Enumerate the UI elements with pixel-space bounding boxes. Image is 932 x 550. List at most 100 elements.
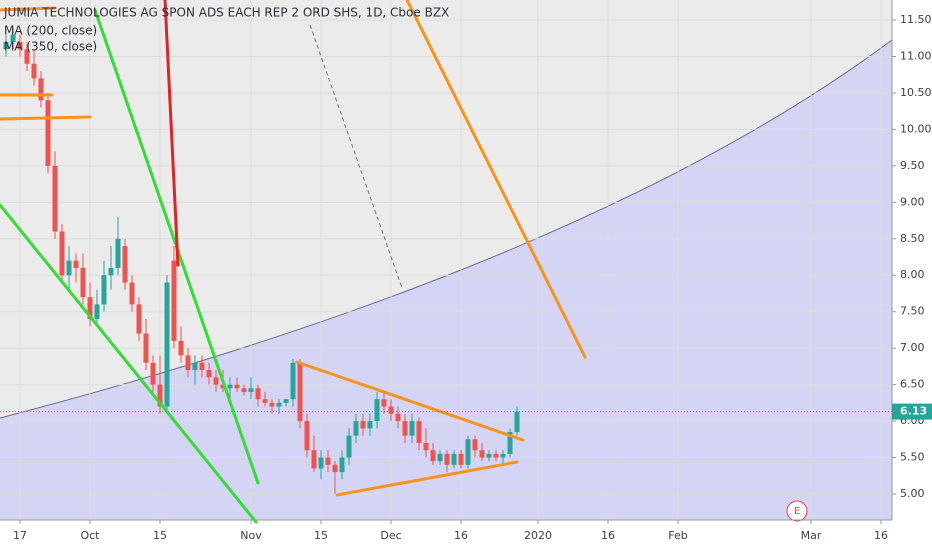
- candle-body: [234, 384, 240, 389]
- candle-body: [402, 421, 408, 436]
- candle-body: [164, 282, 170, 407]
- candle-body: [311, 450, 317, 469]
- x-tick-label: Dec: [380, 529, 401, 542]
- candle-body: [409, 421, 415, 436]
- x-tick-label: Nov: [240, 529, 262, 542]
- trend-line: [0, 203, 258, 524]
- candle-body: [31, 63, 37, 79]
- x-tick-label: 15: [153, 529, 167, 542]
- candle-body: [80, 267, 86, 298]
- candle-body: [227, 384, 233, 389]
- candle-body: [94, 304, 100, 319]
- candle-body: [430, 450, 436, 462]
- candle-body: [73, 260, 79, 268]
- y-tick-label: 7.00: [900, 341, 925, 354]
- candle-body: [332, 464, 338, 473]
- candle-body: [143, 333, 149, 363]
- candle-body: [472, 439, 478, 451]
- triangle-lower: [335, 460, 519, 497]
- candle-body: [297, 362, 303, 422]
- candle-body: [339, 457, 345, 473]
- triangle-upper: [295, 360, 525, 442]
- candle-body: [206, 370, 212, 378]
- candles: [3, 27, 520, 494]
- candle-body: [416, 421, 422, 443]
- candle-body: [192, 362, 198, 371]
- curve-line: [0, 39, 893, 419]
- candle-body: [262, 399, 268, 403]
- candle-body: [3, 41, 9, 50]
- y-tick-label: 6.50: [900, 378, 925, 391]
- candle-body: [423, 442, 429, 451]
- candle-body: [500, 453, 506, 458]
- y-tick-label: 10.00: [900, 122, 932, 135]
- candle-body: [346, 435, 352, 458]
- candle-body: [493, 453, 499, 458]
- candle-body: [24, 49, 30, 64]
- candle-body: [388, 406, 394, 414]
- chart-title: JUMIA TECHNOLOGIES AG SPON ADS EACH REP …: [3, 6, 449, 20]
- candle-body: [479, 450, 485, 458]
- y-tick-label: 11.50: [900, 13, 932, 26]
- x-tick-label: Mar: [801, 529, 822, 542]
- candle-body: [367, 421, 373, 429]
- candle-body: [171, 260, 177, 341]
- candle-body: [101, 275, 107, 305]
- candle-body: [122, 246, 128, 283]
- candle-body: [66, 260, 72, 276]
- y-tick-label: 10.50: [900, 86, 932, 99]
- candle-body: [374, 399, 380, 422]
- earnings-label[interactable]: E: [794, 506, 800, 517]
- candle-body: [290, 362, 296, 400]
- indicator-label: MA (350, close): [4, 40, 97, 54]
- candle-body: [45, 100, 51, 166]
- candle-body: [129, 282, 135, 305]
- candle-body: [458, 453, 464, 465]
- x-tick-label: Feb: [668, 529, 687, 542]
- y-tick-label: 8.00: [900, 268, 925, 281]
- candle-body: [255, 388, 261, 400]
- candle-body: [241, 388, 247, 392]
- last-price-box: [892, 403, 932, 420]
- candle-body: [178, 340, 184, 356]
- last-price-label: 6.13: [900, 405, 927, 418]
- y-tick-label: 5.00: [900, 487, 925, 500]
- candle-body: [465, 439, 471, 465]
- dashed-line: [309, 24, 403, 289]
- candle-body: [451, 453, 457, 465]
- candle-body: [108, 267, 114, 276]
- x-tick-label: 16: [454, 529, 468, 542]
- candle-body: [150, 362, 156, 385]
- candle-body: [17, 41, 23, 50]
- candle-body: [87, 297, 93, 319]
- candle-body: [381, 399, 387, 407]
- candle-body: [318, 457, 324, 469]
- candle-body: [157, 384, 163, 407]
- candle-body: [213, 377, 219, 385]
- candle-body: [444, 453, 450, 465]
- y-tick-label: 8.50: [900, 232, 925, 245]
- y-tick-label: 5.50: [900, 451, 925, 464]
- candle-body: [248, 388, 254, 392]
- indicator-label: MA (200, close): [4, 24, 97, 38]
- candle-body: [276, 402, 282, 407]
- candle-body: [325, 457, 331, 465]
- earnings-icon[interactable]: [786, 500, 808, 522]
- candle-body: [360, 421, 366, 429]
- trend-line: [0, 6, 57, 12]
- candle-body: [304, 421, 310, 451]
- candle-body: [283, 399, 289, 403]
- candle-body: [199, 362, 205, 371]
- candle-body: [514, 411, 520, 432]
- trend-line: [405, 0, 587, 359]
- candle-body: [59, 231, 65, 276]
- x-tick-label: 16: [601, 529, 615, 542]
- candle-body: [115, 238, 121, 268]
- candle-body: [486, 453, 492, 458]
- x-tick-label: 16: [874, 529, 888, 542]
- y-tick-label: 11.00: [900, 50, 932, 63]
- y-tick-label: 9.50: [900, 159, 925, 172]
- grid: [0, 0, 892, 520]
- y-tick-label: 9.00: [900, 195, 925, 208]
